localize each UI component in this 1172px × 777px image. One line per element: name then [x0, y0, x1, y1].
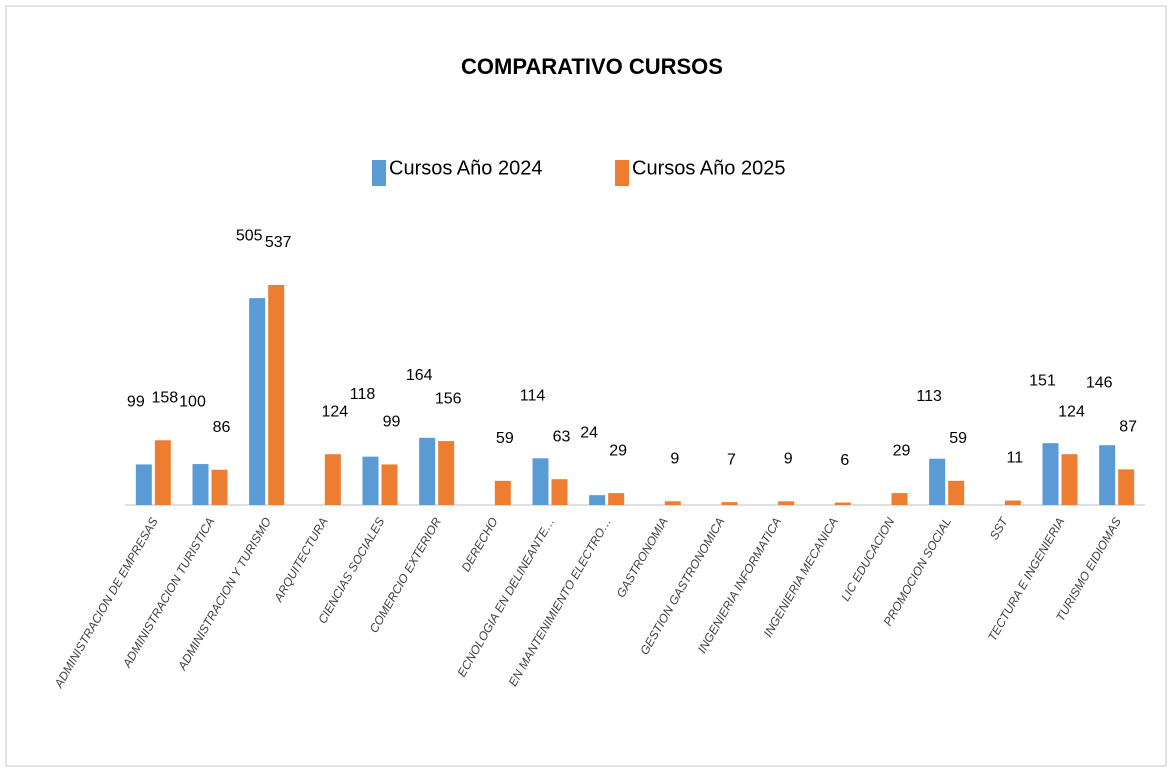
data-label: 86: [213, 419, 231, 436]
bar: [135, 464, 152, 505]
bar: [589, 495, 606, 505]
data-label: 59: [496, 430, 514, 447]
legend-swatch: [615, 160, 629, 186]
bar: [551, 479, 568, 505]
legend-label: Cursos Año 2025: [632, 157, 785, 179]
bar: [721, 502, 738, 505]
bar: [494, 480, 511, 505]
data-label: 63: [553, 428, 571, 445]
data-label: 29: [609, 442, 627, 459]
data-label: 7: [727, 451, 736, 468]
data-label: 113: [916, 388, 942, 405]
bar: [1099, 445, 1116, 505]
bar: [948, 480, 965, 505]
bar: [381, 464, 398, 505]
data-label: 87: [1119, 419, 1137, 436]
data-label: 151: [1029, 372, 1056, 389]
bar: [778, 501, 795, 505]
bar: [929, 458, 946, 505]
bar: [438, 441, 455, 505]
data-label: 100: [179, 393, 206, 410]
data-label: 6: [840, 452, 849, 469]
data-label: 537: [265, 234, 292, 251]
data-label: 158: [151, 389, 178, 406]
bar: [1118, 469, 1135, 505]
bar: [1042, 443, 1059, 505]
data-label: 114: [520, 388, 546, 405]
bar: [1061, 454, 1078, 505]
data-label: 146: [1086, 374, 1113, 391]
data-label: 118: [350, 386, 376, 403]
bar: [249, 298, 266, 505]
data-label: 99: [383, 414, 401, 431]
data-label: 156: [435, 390, 462, 407]
bar: [362, 456, 379, 505]
data-label: 9: [784, 451, 793, 468]
bar: [664, 501, 681, 505]
data-label: 164: [406, 367, 433, 384]
data-label: 24: [580, 424, 598, 441]
bar: [608, 493, 625, 505]
data-label: 99: [127, 394, 145, 411]
bar: [268, 285, 285, 505]
chart-frame: [5, 5, 1167, 767]
data-label: 124: [1058, 403, 1085, 420]
bar: [419, 437, 436, 505]
bar: [532, 458, 549, 505]
bar: [891, 493, 908, 505]
bar: [154, 440, 171, 505]
data-label: 124: [321, 403, 348, 420]
legend-swatch: [372, 160, 386, 186]
bar: [211, 469, 228, 505]
data-label: 11: [1007, 450, 1024, 467]
chart-title: COMPARATIVO CURSOS: [461, 54, 723, 79]
bar: [1004, 500, 1021, 505]
bar: [834, 502, 851, 505]
legend-label: Cursos Año 2024: [389, 157, 542, 179]
data-label: 59: [949, 430, 967, 447]
bar: [324, 454, 341, 505]
data-label: 29: [893, 442, 911, 459]
data-label: 505: [236, 227, 263, 244]
bar: [192, 464, 209, 505]
data-label: 9: [670, 451, 679, 468]
